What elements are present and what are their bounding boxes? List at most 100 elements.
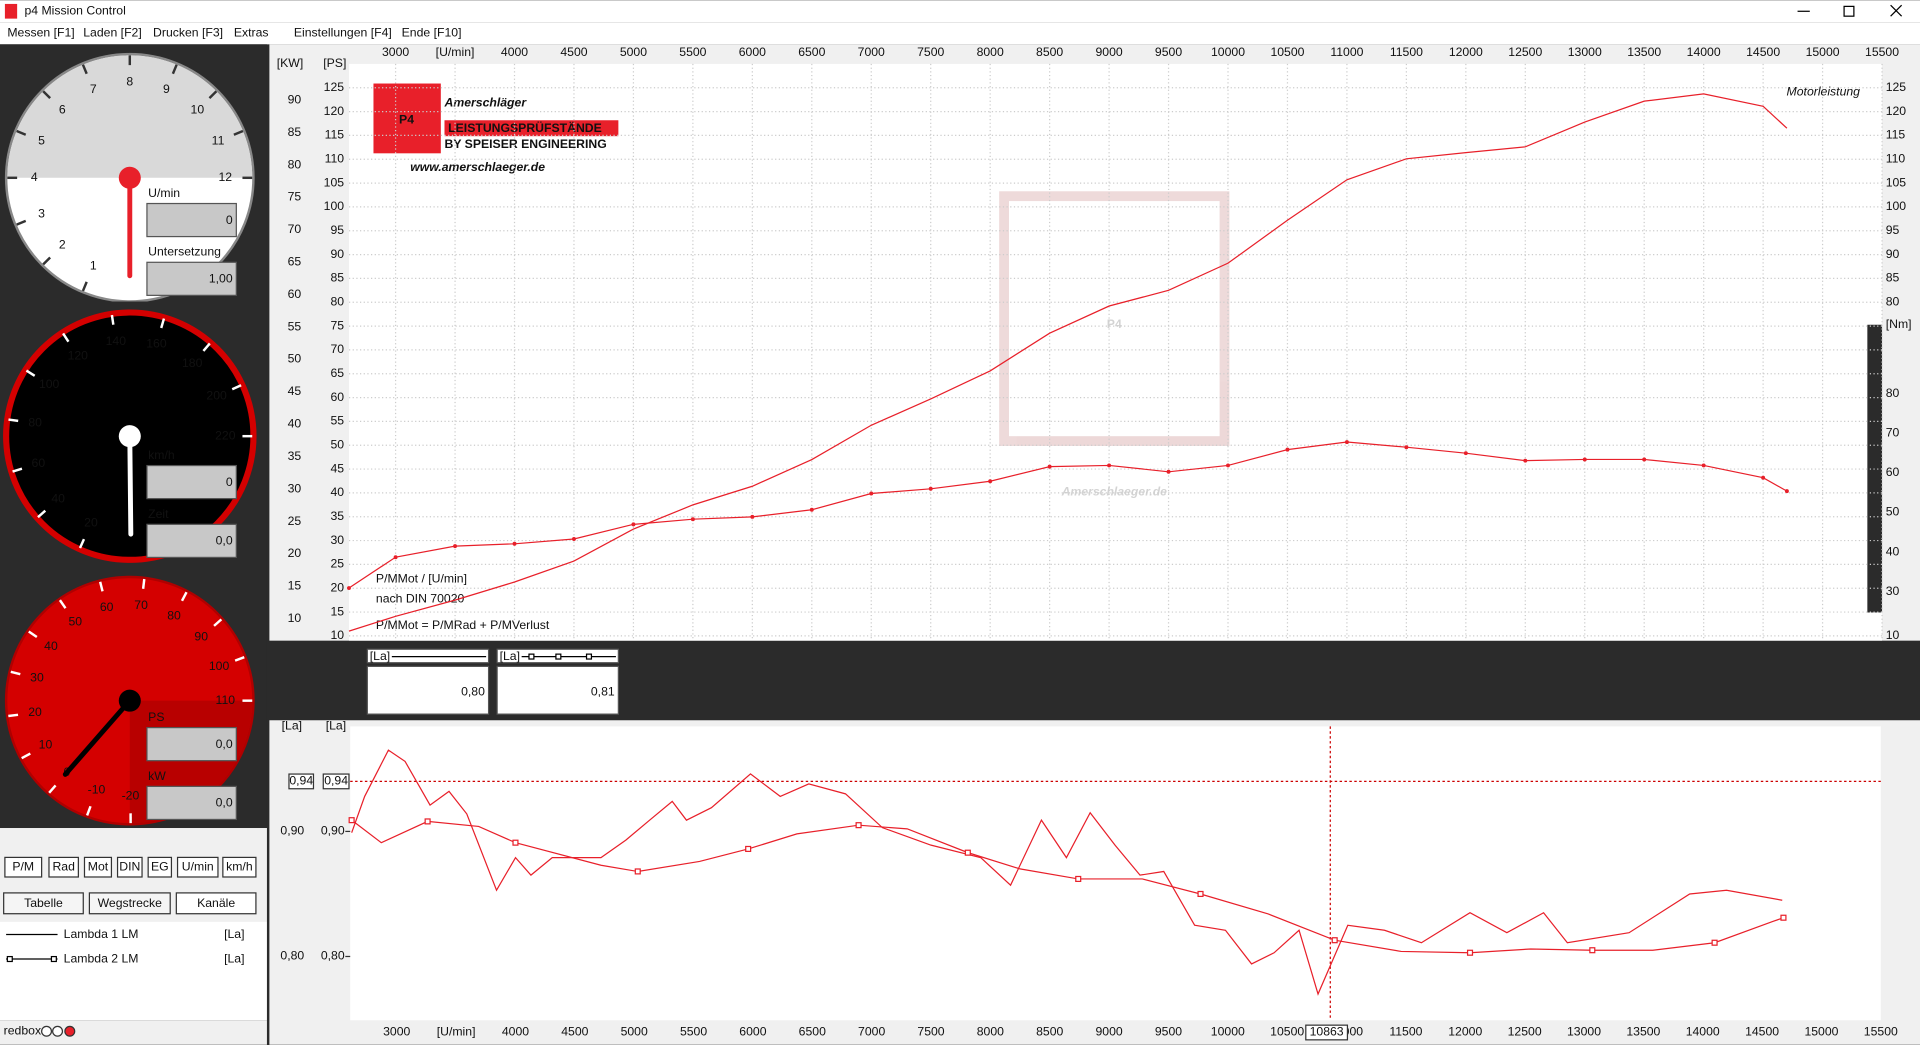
- x-tick-label: 10500: [1270, 45, 1304, 59]
- maximize-icon[interactable]: [1843, 5, 1855, 17]
- note: P/MMot / [U/min]: [376, 572, 467, 586]
- kw-tick-label: 80: [288, 157, 302, 171]
- watermark-frame: [999, 191, 1230, 446]
- unit-button-label[interactable]: U/min: [182, 859, 214, 873]
- gauge-scale-label: 60: [100, 600, 114, 614]
- readout-box: [146, 261, 237, 296]
- menu-item[interactable]: Laden [F2]: [83, 26, 142, 40]
- unit-button-label[interactable]: P/M: [12, 859, 34, 873]
- cursor-x-box: [1305, 1024, 1349, 1041]
- y-tick-label: 45: [330, 461, 344, 475]
- data-point: [572, 537, 576, 541]
- close-icon[interactable]: [1890, 4, 1903, 17]
- gauge-tick: [180, 591, 188, 602]
- y-axis-label: [PS]: [323, 56, 346, 70]
- data-point: [928, 486, 933, 491]
- data-point: [1761, 475, 1766, 480]
- gauge: 20 40 60 80 100 120 140 160 180 200 220 km/h 0 Zeit 0,…: [3, 309, 257, 563]
- tab[interactable]: [3, 892, 84, 915]
- unit-button[interactable]: [176, 856, 219, 878]
- x-tick-label: 9000: [1095, 1025, 1122, 1039]
- gauge-tick: [171, 64, 178, 75]
- y-tick-label: 70: [330, 342, 344, 356]
- x-tick-label: 8500: [1036, 45, 1063, 59]
- data-point: [347, 586, 351, 591]
- tab-label[interactable]: Tabelle: [24, 896, 63, 910]
- gauge-tick: [234, 656, 245, 662]
- gauge-scale-label: 11: [212, 133, 225, 147]
- status-light: [52, 1025, 64, 1037]
- gauge-scale-label: 120: [68, 348, 89, 362]
- x-tick-label: 7500: [917, 1025, 944, 1039]
- unit-button-label[interactable]: Rad: [52, 859, 75, 873]
- data-point: [1582, 457, 1587, 462]
- data-point: [690, 517, 695, 522]
- y-tick-label: 25: [330, 557, 344, 571]
- status-text: redbox: [4, 1024, 41, 1038]
- tab[interactable]: [175, 892, 257, 915]
- unit-button-label[interactable]: EG: [151, 859, 169, 873]
- menu-item[interactable]: Extras: [234, 26, 269, 40]
- menu-item[interactable]: Drucken [F3]: [153, 26, 223, 40]
- data-point: [1344, 440, 1349, 445]
- data-point: [424, 818, 431, 825]
- data-point: [809, 507, 814, 512]
- gauge-tick: [85, 805, 92, 816]
- unit-button-label[interactable]: km/h: [226, 859, 253, 873]
- readout-value: 0,0: [216, 534, 233, 548]
- gauge-scale-label: 100: [39, 377, 60, 391]
- gauge-tick: [141, 578, 146, 589]
- y-tick-label: 65: [330, 366, 344, 380]
- x-tick-label: 15500: [1865, 45, 1899, 59]
- y-tick-label: 0,90: [280, 824, 304, 838]
- unit-button[interactable]: [147, 856, 173, 878]
- data-point: [855, 822, 862, 829]
- tab-label[interactable]: Wegstrecke: [98, 896, 163, 910]
- readout-label: U/min: [148, 186, 180, 200]
- x-tick-label: 9500: [1155, 1025, 1182, 1039]
- gauge-tick: [213, 618, 223, 627]
- logo-subtitle: LEISTUNGSPRÜFSTÄNDE: [448, 120, 602, 135]
- cursor-y-label: 0,94: [324, 774, 348, 788]
- data-point: [964, 849, 971, 856]
- unit-button[interactable]: [83, 856, 113, 878]
- kw-tick-label: 85: [288, 125, 302, 139]
- x-tick-label: 5000: [620, 45, 647, 59]
- gauge-hub: [118, 689, 141, 712]
- unit-button-label[interactable]: DIN: [119, 859, 140, 873]
- kw-tick-label: 55: [288, 319, 302, 333]
- logo-bar: [444, 120, 619, 137]
- unit-button[interactable]: [4, 856, 43, 878]
- unit-button[interactable]: [116, 856, 143, 878]
- unit-button[interactable]: [222, 856, 257, 878]
- y-tick-label: 80: [330, 294, 344, 308]
- gauge-scale-label: 40: [51, 492, 65, 506]
- tab[interactable]: [88, 892, 171, 915]
- gauge-scale-label: 10: [191, 103, 205, 117]
- unit-button-label[interactable]: Mot: [88, 859, 109, 873]
- channel-marker: [6, 955, 13, 963]
- x-tick-label: 11500: [1389, 1025, 1422, 1039]
- gauge-scale-label: 70: [134, 598, 148, 612]
- gauge-tick: [98, 581, 104, 592]
- readout-label: km/h: [148, 448, 175, 462]
- y2-tick-label: 70: [1886, 426, 1900, 440]
- tab-label[interactable]: Kanäle: [197, 896, 235, 910]
- cursor-y-label: 0,94: [289, 774, 313, 788]
- data-point: [1466, 949, 1474, 956]
- y-tick-label-right: 10: [1886, 628, 1900, 642]
- gauge-scale-label: -10: [88, 782, 106, 796]
- gauge-scale-label: 110: [216, 693, 236, 707]
- readout-label: Untersetzung: [148, 245, 221, 259]
- kw-tick-label: 20: [288, 546, 302, 560]
- y-tick-label: 0,80: [321, 949, 345, 963]
- data-point: [453, 544, 458, 549]
- lambda-readout-marker: [528, 653, 535, 660]
- menu-item[interactable]: Ende [F10]: [402, 26, 462, 40]
- menu-item[interactable]: Messen [F1]: [7, 26, 74, 40]
- cursor-x-label: 10863: [1310, 1025, 1344, 1039]
- gauge-scale-label: 80: [167, 608, 181, 622]
- menu-item[interactable]: Einstellungen [F4]: [294, 26, 392, 40]
- gauge-scale-label: 160: [146, 337, 167, 351]
- unit-button[interactable]: [48, 856, 79, 878]
